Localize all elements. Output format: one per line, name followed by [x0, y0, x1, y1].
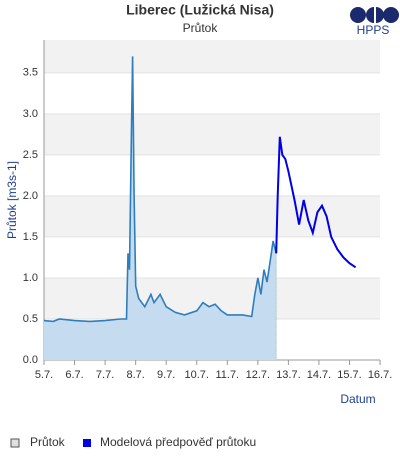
logo: HPPS	[350, 7, 399, 37]
x-tick-label: 9.7.	[157, 369, 175, 381]
y-tick-label: 3.0	[23, 108, 38, 120]
x-tick-label: 16.7.	[368, 369, 392, 381]
y-tick-label: 3.5	[23, 67, 38, 79]
x-tick-label: 13.7.	[276, 369, 300, 381]
legend: Průtok Modelová předpověď průtoku	[10, 435, 256, 449]
x-tick-label: 8.7.	[126, 369, 144, 381]
x-axis-label: Datum	[340, 392, 375, 406]
grid-band	[44, 113, 380, 155]
y-tick-label: 1.5	[23, 231, 38, 243]
grid-band	[44, 195, 380, 237]
x-tick-label: 7.7.	[96, 369, 114, 381]
legend-swatch	[83, 439, 91, 447]
x-tick-label: 6.7.	[65, 369, 83, 381]
area	[44, 56, 277, 361]
x-tick-label: 11.7.	[215, 369, 239, 381]
x-tick-label: 10.7.	[185, 369, 209, 381]
y-tick-label: 0.0	[23, 354, 38, 366]
x-tick-label: 15.7.	[337, 369, 361, 381]
legend-label[interactable]: Průtok	[30, 435, 66, 449]
chart-subtitle: Průtok	[183, 21, 219, 35]
series-line	[275, 136, 357, 269]
x-tick-label: 14.7.	[307, 369, 331, 381]
series-line	[43, 56, 277, 323]
y-tick-label: 0.5	[23, 313, 38, 325]
grid-band	[44, 40, 380, 73]
y-axis-label: Průtok [m3s-1]	[5, 161, 19, 239]
chart-title: Liberec (Lužická Nisa)	[126, 2, 274, 18]
logo-text: HPPS	[357, 23, 390, 37]
y-tick-label: 2.0	[23, 190, 38, 202]
legend-label[interactable]: Modelová předpověď průtoku	[100, 435, 256, 449]
x-tick-label: 5.7.	[35, 369, 53, 381]
legend-swatch	[10, 438, 20, 448]
y-tick-label: 2.5	[23, 149, 38, 161]
y-tick-label: 1.0	[23, 272, 38, 284]
x-tick-label: 12.7.	[246, 369, 270, 381]
